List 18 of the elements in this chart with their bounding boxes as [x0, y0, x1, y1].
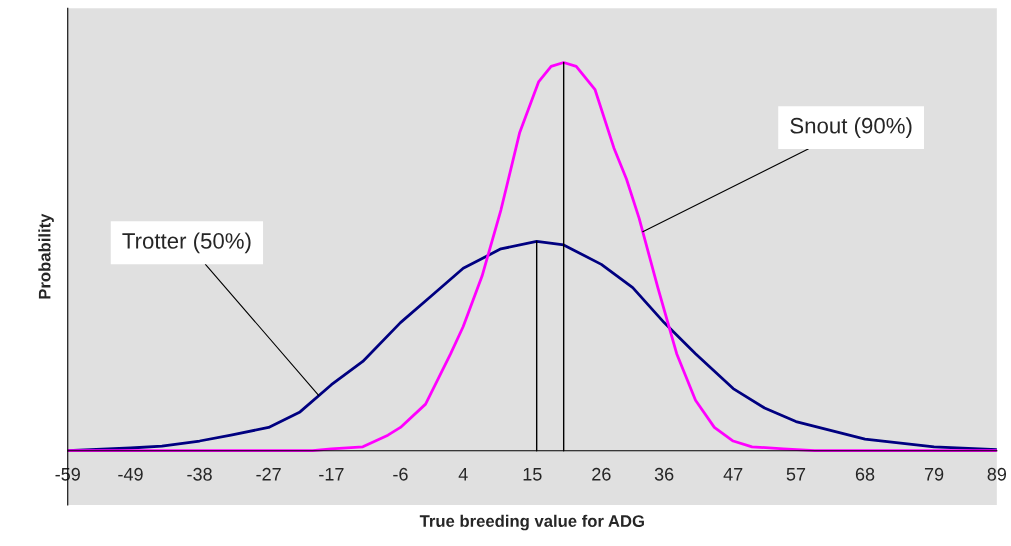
- annotation: Trotter (50%): [122, 232, 251, 254]
- x-tick-label: 79: [924, 467, 944, 481]
- x-tick-label: -38: [187, 467, 212, 481]
- x-tick-label: 4: [458, 468, 468, 481]
- x-tick-label: 26: [592, 467, 611, 481]
- x-tick-label: -27: [256, 467, 281, 481]
- x-tick-label: 68: [855, 467, 875, 481]
- x-tick-label: -17: [319, 468, 344, 481]
- x-tick-label: -6: [393, 467, 408, 481]
- y-axis-title: Probability: [38, 213, 54, 299]
- x-tick-label: 57: [786, 468, 806, 481]
- annotation: Snout (90%): [790, 117, 912, 138]
- x-tick-label: 36: [654, 467, 674, 481]
- x-tick-label: 15: [523, 468, 542, 481]
- x-tick-label: 47: [723, 468, 743, 481]
- x-tick-label: -49: [118, 467, 143, 481]
- x-tick-label: 89: [987, 467, 1007, 481]
- x-axis-title: True breeding value for ADG: [419, 514, 644, 531]
